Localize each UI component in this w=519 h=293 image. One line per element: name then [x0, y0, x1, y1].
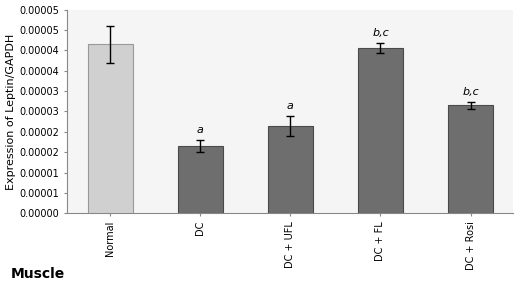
- Bar: [177, 146, 223, 213]
- Bar: [88, 44, 132, 213]
- Y-axis label: Expression of Leptin/GAPDH: Expression of Leptin/GAPDH: [6, 33, 16, 190]
- Bar: [268, 126, 313, 213]
- Text: a: a: [287, 100, 294, 111]
- Text: b,c: b,c: [372, 28, 389, 38]
- Text: b,c: b,c: [462, 87, 479, 97]
- Bar: [448, 105, 493, 213]
- Text: a: a: [197, 125, 203, 135]
- Text: Muscle: Muscle: [10, 267, 65, 281]
- Bar: [358, 48, 403, 213]
